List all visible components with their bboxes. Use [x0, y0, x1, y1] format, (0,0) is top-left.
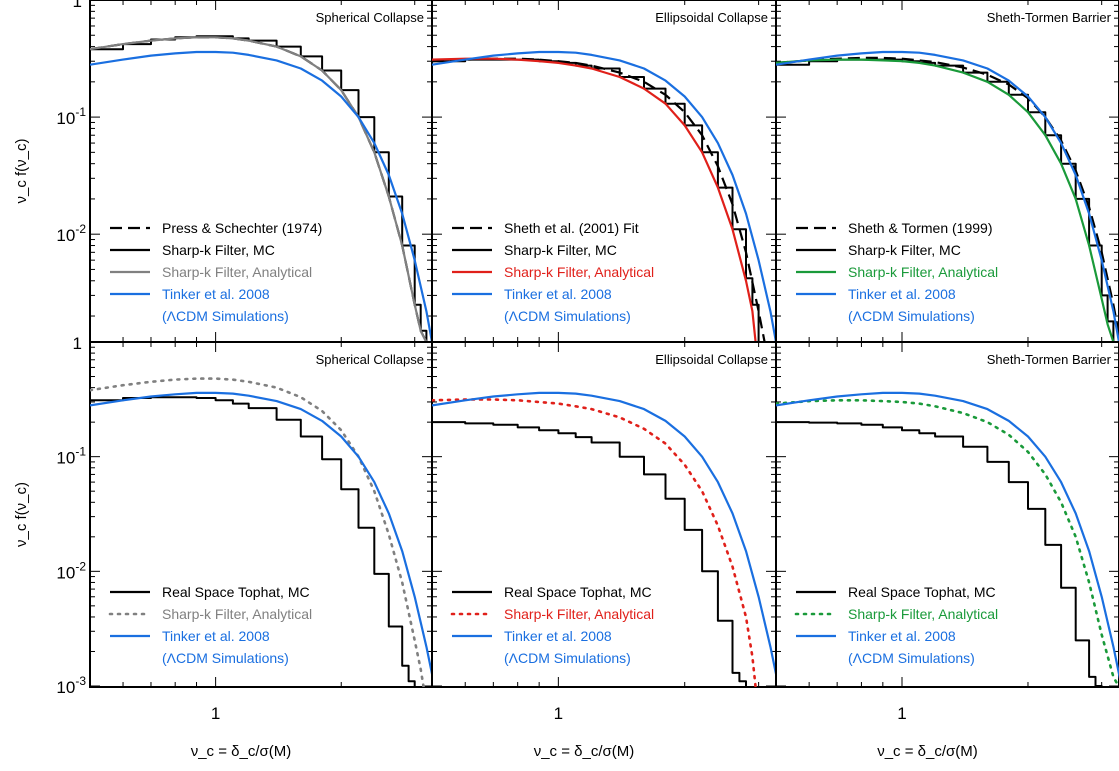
series-line	[90, 36, 428, 342]
series-line	[432, 421, 752, 687]
series-group	[90, 377, 432, 687]
panel-title: Ellipsoidal Collapse	[655, 10, 768, 25]
series-line	[90, 377, 425, 687]
legend-label: Sharp-k Filter, Analytical	[504, 606, 654, 622]
legend-label: Real Space Tophat, MC	[162, 584, 310, 600]
legend-label: (ΛCDM Simulations)	[848, 308, 975, 324]
x-tick-label: 1	[897, 704, 906, 723]
legend-label: (ΛCDM Simulations)	[162, 650, 289, 666]
y-tick-label: 1	[73, 334, 82, 353]
legend-label: Sharp-k Filter, Analytical	[848, 606, 998, 622]
series-line	[432, 57, 757, 342]
legend-label: (ΛCDM Simulations)	[504, 650, 631, 666]
series-group	[776, 391, 1119, 687]
y-tick-label: 10-1	[56, 105, 86, 128]
series-line	[90, 50, 432, 342]
y-axis-title: ν_c f(ν_c)	[13, 138, 30, 203]
legend-label: Press & Schechter (1974)	[162, 220, 322, 236]
panel-title: Spherical Collapse	[316, 352, 424, 367]
legend-label: Sharp-k Filter, Analytical	[504, 264, 654, 280]
y-tick-label: 10-1	[56, 445, 86, 468]
legend-label: Sharp-k Filter, MC	[504, 242, 617, 258]
y-tick-label: 10-2	[56, 559, 86, 582]
panel-1-0: Spherical Collapse Real Space Tophat, MC S…	[89, 341, 433, 688]
legend-label: Sheth & Tormen (1999)	[848, 220, 993, 236]
y-tick-label: 10-3	[56, 674, 86, 697]
legend-label: Sharp-k Filter, Analytical	[162, 264, 312, 280]
panel-1-1: Ellipsoidal Collapse Real Space Tophat, M…	[431, 341, 777, 688]
y-tick-label: 10-2	[56, 222, 86, 245]
panel-title: Sheth-Tormen Barrier	[987, 352, 1112, 367]
y-axis-title: ν_c f(ν_c)	[13, 482, 30, 547]
y-tick-label: 1	[73, 0, 82, 11]
legend-label: Tinker et al. 2008	[848, 286, 956, 302]
legend-label: Sharp-k Filter, MC	[162, 242, 275, 258]
x-tick-label: 1	[554, 704, 563, 723]
legend-label: Real Space Tophat, MC	[848, 584, 996, 600]
legend-label: Sheth et al. (2001) Fit	[504, 220, 639, 236]
panel-0-1: Ellipsoidal Collapse Sheth et al. (2001) …	[431, 0, 777, 343]
x-tick-label: 1	[211, 704, 220, 723]
legend-label: Sharp-k Filter, Analytical	[162, 606, 312, 622]
legend-label: (ΛCDM Simulations)	[162, 308, 289, 324]
series-line	[776, 391, 1119, 680]
legend-label: (ΛCDM Simulations)	[504, 308, 631, 324]
legend-label: Sharp-k Filter, Analytical	[848, 264, 998, 280]
legend-label: Tinker et al. 2008	[504, 286, 612, 302]
series-group	[432, 391, 776, 687]
panel-title: Ellipsoidal Collapse	[655, 352, 768, 367]
series-group	[90, 35, 432, 342]
series-line	[432, 50, 776, 342]
series-line	[776, 50, 1119, 342]
legend-label: Tinker et al. 2008	[504, 628, 612, 644]
series-group	[432, 50, 776, 342]
series-line	[776, 399, 1119, 687]
x-axis-title: ν_c = δ_c/σ(M)	[191, 743, 292, 760]
panel-1-2: Sheth-Tormen Barrier Real Space Tophat, M…	[775, 341, 1119, 688]
series-line	[90, 391, 432, 680]
legend-label: (ΛCDM Simulations)	[848, 650, 975, 666]
legend-label: Sharp-k Filter, MC	[848, 242, 961, 258]
panel-0-0: Spherical Collapse Press & Schechter (197…	[89, 0, 433, 343]
series-group	[776, 50, 1119, 342]
legend-label: Tinker et al. 2008	[162, 286, 270, 302]
legend-label: Tinker et al. 2008	[848, 628, 956, 644]
x-axis-title: ν_c = δ_c/σ(M)	[877, 743, 978, 760]
x-axis-title: ν_c = δ_c/σ(M)	[534, 743, 635, 760]
series-line	[776, 58, 1115, 342]
panel-frame	[775, 341, 1119, 688]
series-line	[432, 398, 757, 687]
panel-title: Spherical Collapse	[316, 10, 424, 25]
legend-label: Tinker et al. 2008	[162, 628, 270, 644]
legend-label: Real Space Tophat, MC	[504, 584, 652, 600]
panel-title: Sheth-Tormen Barrier	[987, 10, 1112, 25]
series-line	[432, 391, 776, 680]
series-line	[90, 396, 421, 687]
series-line	[776, 421, 1108, 687]
panel-0-2: Sheth-Tormen Barrier Sheth & Tormen (1999…	[775, 0, 1119, 343]
